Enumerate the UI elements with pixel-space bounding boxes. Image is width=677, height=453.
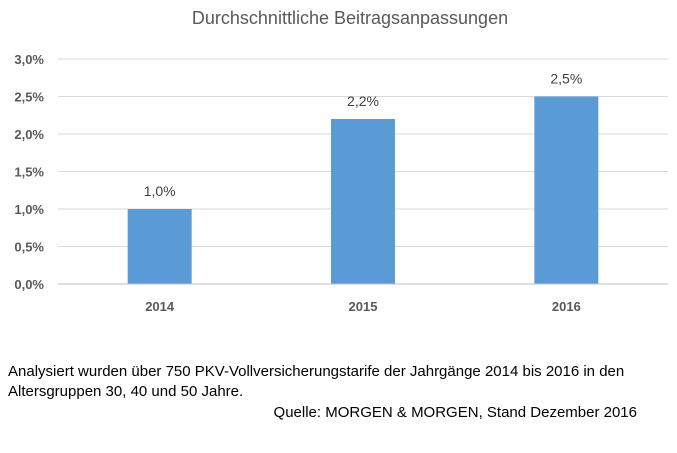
x-tick-label: 2015 xyxy=(349,299,378,314)
y-tick-label: 0,0% xyxy=(14,277,44,292)
chart-source: Quelle: MORGEN & MORGEN, Stand Dezember … xyxy=(273,404,637,421)
bar xyxy=(534,96,599,284)
y-tick-label: 0,5% xyxy=(14,240,44,255)
chart-title: Durchschnittliche Beitragsanpassungen xyxy=(191,8,509,28)
y-tick-label: 2,5% xyxy=(14,90,44,105)
bar-chart: 0,0% 0,5% 1,0% 1,5% 2,0% 2,5% 3,0% 1,0% 2014 2,2%… xyxy=(14,52,668,314)
x-tick-label: 2016 xyxy=(552,299,581,314)
y-tick-label: 3,0% xyxy=(14,52,44,67)
bar xyxy=(127,209,192,284)
y-tick-label: 1,5% xyxy=(14,165,44,180)
y-tick-label: 2,0% xyxy=(14,127,44,142)
data-label: 2,2% xyxy=(347,93,379,109)
data-label: 1,0% xyxy=(144,183,176,199)
data-label: 2,5% xyxy=(550,71,582,87)
chart-note: Analysiert wurden über 750 PKV-Vollversi… xyxy=(8,363,625,400)
y-tick-label: 1,0% xyxy=(14,202,44,217)
bar xyxy=(331,119,395,284)
x-tick-label: 2014 xyxy=(145,299,175,314)
